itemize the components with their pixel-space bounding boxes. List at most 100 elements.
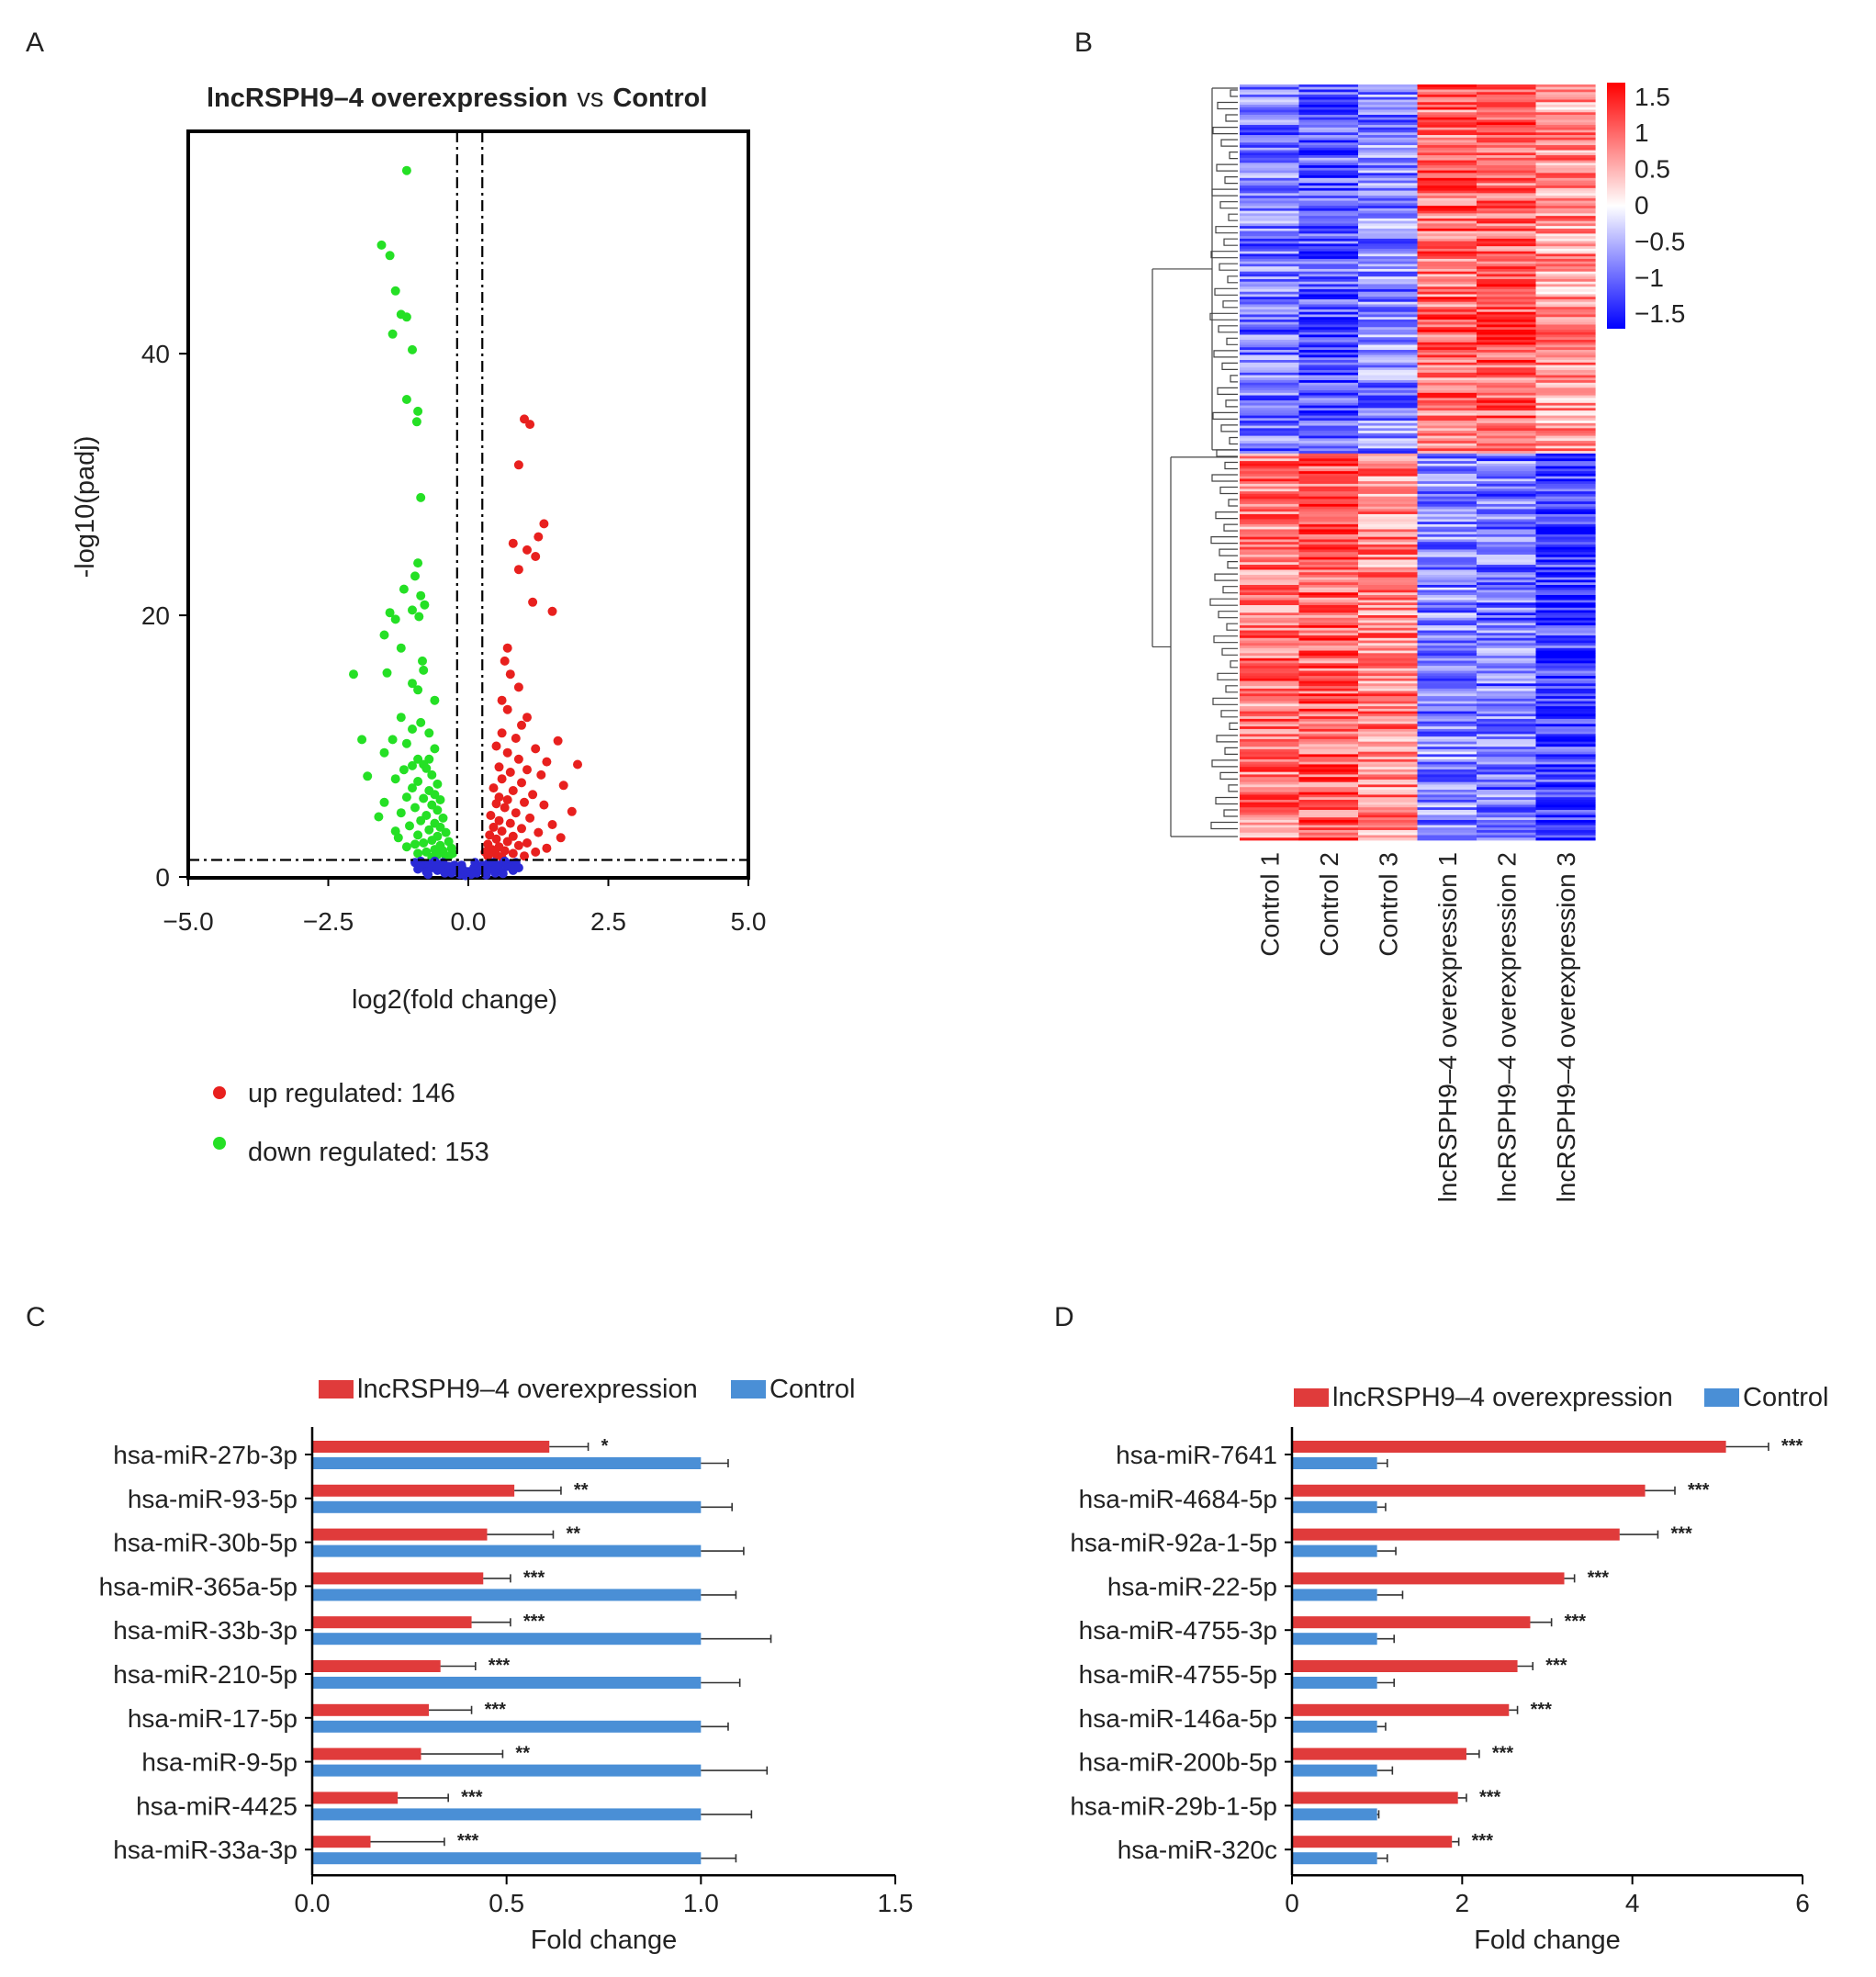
heatmap-cell	[1240, 400, 1300, 404]
heatmap-cell	[1535, 395, 1596, 399]
heatmap-cell	[1417, 319, 1477, 323]
dendrogram-leaf	[1221, 647, 1238, 656]
heatmap-cell	[1477, 208, 1537, 212]
heatmap-cell	[1358, 536, 1419, 540]
dendrogram-leaf	[1223, 809, 1238, 817]
c-errorbar-overexpression	[398, 1793, 449, 1803]
heatmap-cell	[1417, 476, 1477, 479]
heatmap-cell	[1535, 590, 1596, 593]
heatmap-cell	[1477, 458, 1537, 462]
heatmap-cell	[1358, 693, 1419, 697]
heatmap-cell	[1240, 377, 1300, 381]
heatmap-cell	[1477, 493, 1537, 498]
point-up-40	[520, 797, 529, 807]
heatmap-cell	[1298, 552, 1359, 556]
dendrogram-leaf	[1218, 611, 1238, 619]
heatmap-cell	[1535, 660, 1596, 664]
heatmap-cell	[1358, 747, 1419, 750]
heatmap-cell	[1298, 458, 1359, 462]
heatmap-cell	[1417, 197, 1477, 202]
heatmap-cell	[1358, 89, 1419, 93]
heatmap-cell	[1298, 145, 1359, 149]
heatmap-cell	[1358, 468, 1419, 472]
heatmap-cell	[1240, 491, 1300, 495]
heatmap-cell	[1477, 590, 1537, 593]
heatmap-cell	[1240, 105, 1300, 108]
heatmap-cell	[1298, 319, 1359, 323]
heatmap-cell	[1358, 203, 1419, 207]
heatmap-cell	[1417, 362, 1477, 365]
heatmap-cell	[1535, 736, 1596, 740]
heatmap-cell	[1535, 271, 1596, 275]
heatmap-cell	[1358, 774, 1419, 778]
heatmap-cell	[1358, 362, 1419, 365]
heatmap-cell	[1240, 499, 1300, 502]
heatmap-cell	[1535, 410, 1596, 414]
heatmap-cell	[1358, 546, 1419, 550]
point-down-21	[379, 630, 389, 640]
heatmap-cell	[1358, 455, 1419, 459]
heatmap-cell	[1477, 311, 1537, 315]
heatmap-cell	[1417, 398, 1477, 401]
heatmap-cell	[1477, 210, 1537, 214]
c-category-label: hsa-miR-17-5p	[128, 1704, 298, 1733]
heatmap-cell	[1298, 445, 1359, 449]
heatmap-cell	[1477, 738, 1537, 743]
heatmap-cell	[1417, 347, 1477, 351]
dendrogram-leaf	[1223, 238, 1238, 246]
heatmap-cell	[1240, 251, 1300, 254]
heatmap-cell	[1240, 145, 1300, 149]
heatmap-cell	[1358, 288, 1419, 293]
heatmap-cell	[1358, 676, 1419, 680]
heatmap-cell	[1477, 646, 1537, 649]
heatmap-cell	[1298, 817, 1359, 821]
point-down-10	[411, 417, 421, 427]
heatmap-cell	[1358, 670, 1419, 674]
heatmap-cell	[1240, 271, 1300, 275]
heatmap-cell	[1477, 357, 1537, 361]
heatmap-cell	[1358, 321, 1419, 325]
heatmap-cell	[1477, 256, 1537, 260]
c-errorbar-control	[701, 1854, 737, 1863]
heatmap-cell	[1298, 294, 1359, 298]
heatmap-cell	[1298, 758, 1359, 763]
heatmap-cell	[1417, 119, 1477, 123]
heatmap-cell	[1240, 327, 1300, 331]
heatmap-cell	[1298, 102, 1359, 106]
heatmap-cell	[1240, 309, 1300, 313]
heatmap-cell	[1358, 627, 1419, 631]
heatmap-cell	[1298, 483, 1359, 488]
heatmap-cell	[1298, 441, 1359, 444]
heatmap-cell	[1240, 183, 1300, 186]
heatmap-cell	[1417, 422, 1477, 426]
heatmap-cell	[1298, 435, 1359, 439]
heatmap-cell	[1535, 264, 1596, 267]
heatmap-cell	[1240, 579, 1300, 583]
heatmap-cell	[1240, 86, 1300, 90]
heatmap-cell	[1477, 297, 1537, 300]
heatmap-cell	[1240, 761, 1300, 765]
c-bar-control	[312, 1633, 702, 1646]
heatmap-cell	[1240, 703, 1300, 707]
heatmap-cell	[1240, 307, 1300, 310]
heatmap-cell	[1417, 620, 1477, 623]
heatmap-cell	[1535, 206, 1596, 209]
heatmap-cell	[1358, 135, 1419, 139]
heatmap-cell	[1417, 241, 1477, 244]
heatmap-cell	[1298, 422, 1359, 426]
point-down-20	[390, 614, 400, 624]
heatmap-cell	[1417, 731, 1477, 735]
point-down-7	[408, 344, 417, 354]
heatmap-cell	[1477, 582, 1537, 586]
heatmap-cell	[1358, 84, 1419, 88]
heatmap-cell	[1417, 307, 1477, 310]
heatmap-cell	[1477, 680, 1537, 684]
dendrogram-leaf	[1218, 325, 1238, 333]
heatmap-cell	[1298, 461, 1359, 465]
point-down-63	[374, 812, 384, 822]
heatmap-cell	[1240, 523, 1300, 528]
heatmap-cell	[1535, 468, 1596, 472]
heatmap-cell	[1298, 519, 1359, 522]
heatmap-cell	[1477, 519, 1537, 522]
heatmap-cell	[1477, 676, 1537, 680]
